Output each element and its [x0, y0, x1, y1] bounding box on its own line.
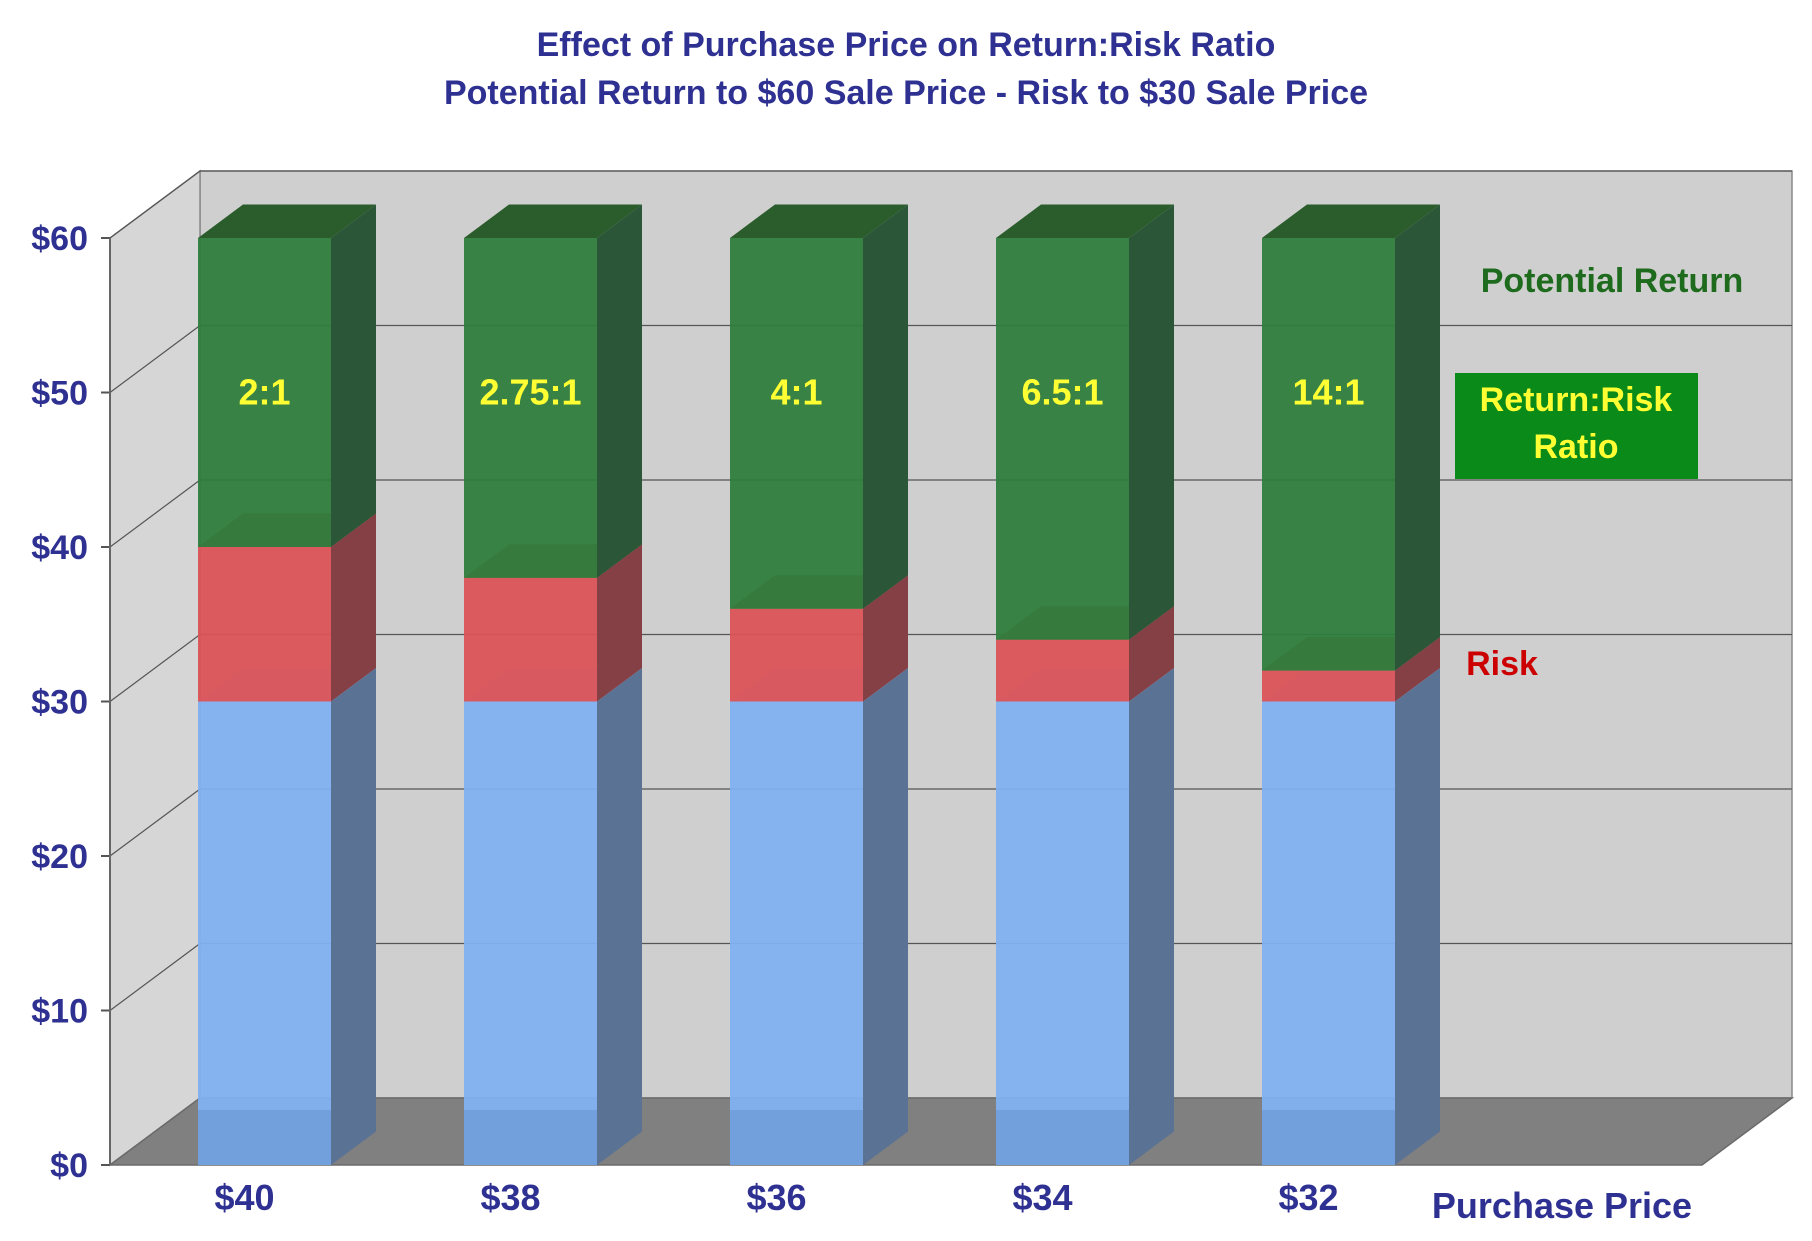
y-tick-label: $50 [31, 375, 88, 413]
bar-risk-segment [464, 577, 597, 702]
bar-base-shadow [464, 1110, 597, 1165]
bar-side-risk-segment [331, 513, 376, 702]
bar-top-return-segment [1262, 204, 1440, 238]
x-tick-label: $40 [214, 1177, 274, 1218]
bar-top-return-segment [730, 204, 908, 238]
bar-return-segment [464, 238, 597, 578]
bar-top-return-segment [464, 204, 642, 238]
bar-side-risk-segment [597, 544, 642, 702]
ratio-label: 6.5:1 [1021, 372, 1103, 413]
ratio-legend-box [1455, 373, 1698, 479]
bar-base-shadow [1262, 1110, 1395, 1165]
bar-risk-segment [730, 608, 863, 702]
bar-base-segment [1262, 701, 1395, 1165]
bar-side-return-segment [1129, 204, 1174, 640]
ratio-label: 14:1 [1292, 372, 1364, 413]
bar-risk-segment [198, 547, 331, 702]
ratio-label: 4:1 [770, 372, 822, 413]
bar-side-risk-segment [863, 575, 908, 702]
bar-risk-segment [1262, 670, 1395, 702]
y-tick-label: $10 [31, 993, 88, 1031]
bar-base-segment [198, 701, 331, 1165]
bar-base-segment [464, 701, 597, 1165]
ratio-label: 2.75:1 [479, 372, 581, 413]
bar-side-return-segment [331, 204, 376, 547]
bar-base-segment [730, 701, 863, 1165]
bar-side-base-segment [863, 668, 908, 1165]
bar-side-return-segment [1395, 204, 1440, 671]
x-tick-label: $38 [480, 1177, 540, 1218]
bar-side-return-segment [863, 204, 908, 609]
y-tick-label: $30 [31, 684, 88, 722]
chart-title: Effect of Purchase Price on Return:Risk … [537, 26, 1276, 64]
y-tick-label: $60 [31, 220, 88, 258]
x-axis-title: Purchase Price [1432, 1185, 1692, 1226]
ratio-legend-line-1: Return:Risk [1480, 381, 1673, 419]
bar-return-segment [730, 238, 863, 609]
legend-label-risk: Risk [1466, 645, 1538, 683]
bar-return-segment [1262, 238, 1395, 671]
bar-return-segment [996, 238, 1129, 640]
bar-side-risk-segment [1129, 606, 1174, 702]
bar-top-return-segment [198, 204, 376, 238]
plot-area: $0 $10 $20 $30 $40 $50 $60 2:1 $40 2.75:1 $38 4:1 $3… [31, 169, 1795, 1218]
y-tick-label: $0 [50, 1147, 88, 1185]
y-tick-label: $40 [31, 529, 88, 567]
legend-label-potential-return: Potential Return [1481, 262, 1744, 300]
bar-side-base-segment [1395, 668, 1440, 1165]
bar-risk-segment [996, 639, 1129, 702]
bar-side-base-segment [331, 668, 376, 1165]
y-tick-label: $20 [31, 838, 88, 876]
bar-return-segment [198, 238, 331, 547]
bar-base-segment [996, 701, 1129, 1165]
bar-side-base-segment [597, 668, 642, 1165]
gridline [109, 170, 1792, 239]
bar-side-risk-segment [1395, 637, 1440, 702]
bar-base-shadow [198, 1110, 331, 1165]
bar-side-return-segment [597, 204, 642, 578]
bar-side-base-segment [1129, 668, 1174, 1165]
x-tick-label: $32 [1278, 1177, 1338, 1218]
x-tick-label: $36 [746, 1177, 806, 1218]
bar-top-return-segment [996, 204, 1174, 238]
ratio-label: 2:1 [238, 372, 290, 413]
ratio-legend-line-2: Ratio [1534, 428, 1619, 466]
bar-base-shadow [996, 1110, 1129, 1165]
x-tick-label: $34 [1012, 1177, 1072, 1218]
chart-subtitle: Potential Return to $60 Sale Price - Ris… [444, 74, 1368, 112]
bar-base-shadow [730, 1110, 863, 1165]
